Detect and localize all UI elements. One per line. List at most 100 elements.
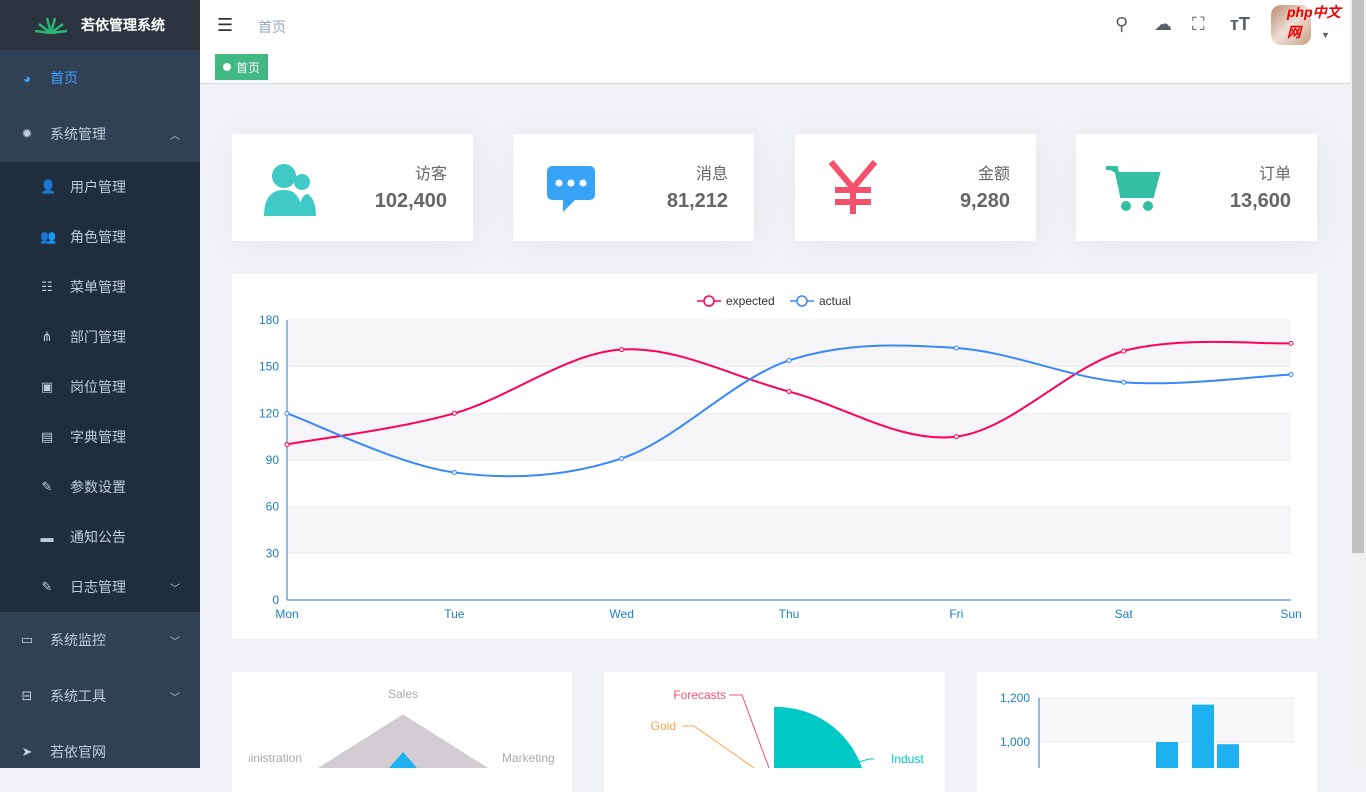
tree-table-icon: ☷ [41,279,53,294]
data-point [619,455,625,461]
message-icon: ▬ [40,529,54,545]
legend-marker [703,295,715,307]
tool-icon: ⊟ [21,688,33,703]
stat-value: 81,212 [666,190,728,212]
pie-label: Forecasts [673,688,726,702]
data-point [953,345,959,351]
data-point [451,410,457,416]
sidebar-item[interactable]: ✹ 系统管理 ︿ [0,106,200,162]
edit-icon: ✎ [41,479,53,494]
data-point [1121,379,1127,385]
bar-chart-panel: 1,200 1,000 [977,672,1317,792]
logo-icon [35,17,67,34]
bar [1217,744,1239,768]
stat-card[interactable]: 消息 81,212 [513,134,754,241]
tag-home[interactable]: 首页 [215,54,269,80]
chevron-down-icon: ﹀ [170,636,180,648]
data-point [786,357,792,363]
line-chart-panel: 0 30 60 90 120 150 180 Mon Tue Wed Thu Fri Sat Sun exp… [232,274,1317,639]
data-point [786,389,792,395]
sidebar-item[interactable]: ⋔ 部门管理 [0,312,200,362]
sidebar-item[interactable]: ▤ 字典管理 [0,412,200,462]
stat-value: 102,400 [374,190,447,212]
data-point [284,410,290,416]
sidebar-item-label: 若依官网 [50,744,106,760]
font-size-icon[interactable]: тT [1230,14,1250,34]
sidebar-item[interactable]: ✎ 参数设置 [0,462,200,512]
x-tick-label: Tue [444,607,465,621]
stat-value: 13,600 [1229,190,1291,212]
radar-series-area [389,752,417,768]
tag-label: 首页 [236,60,261,75]
y-tick-label: 30 [266,546,280,560]
monitor-icon: ▭ [20,632,34,647]
radar-label: Sales [388,687,418,701]
stat-card[interactable]: 访客 102,400 [232,134,473,241]
y-tick-label: 0 [272,593,279,607]
post-icon: ▣ [40,379,54,394]
user-icon: 👤 [40,179,57,194]
grid-band [1039,698,1295,742]
data-point [953,434,959,440]
tags-view: 首页 [200,50,1350,84]
chevron-up-icon: ︿ [170,130,180,142]
pie-label-line [729,694,770,769]
dict-icon: ▤ [40,429,54,444]
data-point [1288,371,1294,377]
scrollbar[interactable] [1350,0,1366,768]
sidebar-item-label: 日志管理 [70,579,126,595]
sidebar-item-label: 系统工具 [50,688,106,704]
stat-card[interactable]: 订单 13,600 [1076,134,1317,241]
pie-label-line [858,758,874,763]
peoples-icon: 👥 [40,229,57,244]
sidebar-item[interactable]: 👤 用户管理 [0,162,200,212]
pie-label: Indust [891,752,924,766]
radar-chart: Sales Administration Marketing [226,672,555,769]
bar [1192,704,1214,768]
gear-icon: ✹ [21,126,33,141]
sidebar-item[interactable]: ⊟ 系统工具 ﹀ [0,668,200,724]
cloud-download-icon[interactable]: ☁ [1154,14,1172,34]
stat-card[interactable]: 金额 9,280 [795,134,1036,241]
pie-slice [774,706,862,768]
sidebar-item[interactable]: ✎ 日志管理 ﹀ [0,562,200,612]
sidebar: 若依管理系统 ◕ 首页 ✹ 系统管理 ︿ 👤 用户管理 👥 角色管理 ☷ 菜单管理 ⋔ 部门管理 ▣ 岗位管… [0,0,200,768]
dashboard-icon: ◕ [23,70,31,86]
sidebar-item[interactable]: ▣ 岗位管理 [0,362,200,412]
sidebar-item[interactable]: ▬ 通知公告 [0,512,200,562]
x-tick-label: Sun [1280,607,1301,621]
avatar[interactable] [1271,5,1311,45]
sidebar-item-label: 岗位管理 [70,379,126,395]
sidebar-item-label: 系统管理 [50,126,106,142]
message-icon [547,166,595,212]
hamburger-icon[interactable]: ☰ [217,15,234,35]
scrollbar-thumb[interactable] [1352,0,1364,553]
x-tick-label: Wed [609,607,633,621]
shopping-cart-icon [1106,166,1161,211]
sidebar-item-label: 通知公告 [70,529,126,545]
legend-label: actual [819,294,851,308]
avatar-dropdown-icon[interactable]: ▼ [1321,30,1330,40]
data-point [619,347,625,353]
sidebar-item[interactable]: ➤ 若依官网 [0,724,200,780]
search-icon[interactable]: ⚲ [1115,14,1129,34]
bar-chart: 1,200 1,000 [1000,691,1295,768]
sidebar-item-label: 系统监控 [50,632,106,648]
sidebar-item[interactable]: ☷ 菜单管理 [0,262,200,312]
app-title: 若依管理系统 [81,17,165,33]
sidebar-item[interactable]: 👥 角色管理 [0,212,200,262]
breadcrumb[interactable]: 首页 [258,19,286,35]
sidebar-item-label: 用户管理 [70,179,126,195]
fullscreen-icon[interactable]: ⛶ [1192,14,1205,34]
y-tick-label: 120 [259,406,279,420]
data-point [1121,348,1127,354]
sidebar-item[interactable]: ◕ 首页 [0,50,200,106]
logo[interactable]: 若依管理系统 [0,0,200,50]
x-tick-label: Fri [949,607,963,621]
sidebar-item[interactable]: ▭ 系统监控 ﹀ [0,612,200,668]
log-icon: ✎ [41,579,53,594]
stat-label: 订单 [1258,166,1291,183]
tree-icon: ⋔ [41,329,53,344]
pie-chart-panel: Forecasts Gold Indust [604,672,945,792]
sidebar-item-label: 首页 [50,70,78,86]
